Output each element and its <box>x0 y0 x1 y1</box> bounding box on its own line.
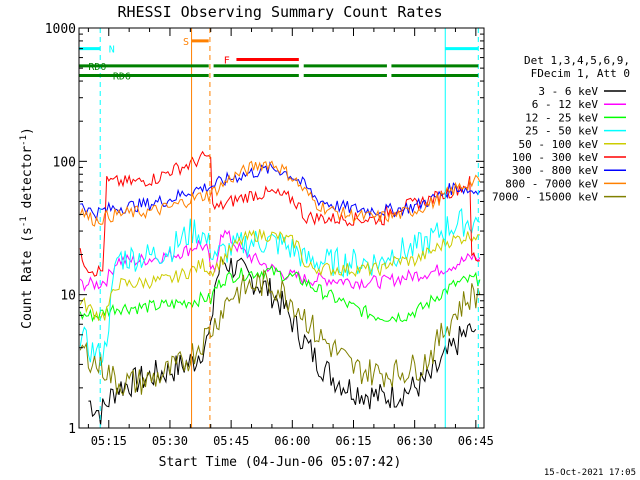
series-line-8 <box>79 269 481 396</box>
series-line-0 <box>88 256 477 426</box>
series-line-6 <box>80 161 481 221</box>
legend: Det 1,3,4,5,6,9,FDecim 1, Att 0 3 - 6 keV… <box>492 54 630 204</box>
y-label-sup2: -1 <box>19 135 29 146</box>
series-layer <box>79 150 481 426</box>
legend-label-3: 25 - 50 keV <box>525 125 598 138</box>
series-line-4 <box>79 229 480 322</box>
span-label-f: F <box>224 56 230 67</box>
y-tick-label-1: 10 <box>60 289 76 304</box>
x-tick-label-4: 06:15 <box>335 434 371 448</box>
legend-label-5: 100 - 300 keV <box>512 151 598 164</box>
span-label-n: N <box>109 45 115 56</box>
legend-label-4: 50 - 100 keV <box>519 138 599 151</box>
plot-frame <box>78 27 485 429</box>
footer-timestamp: 15-Oct-2021 17:05 <box>544 468 636 478</box>
span-label-rd6: RD6 <box>113 72 131 83</box>
y-tick-label-3: 1000 <box>45 22 76 37</box>
y-label-mid: detector <box>20 146 35 217</box>
legend-label-0: 3 - 6 keV <box>538 85 598 98</box>
y-label-end: ) <box>20 127 35 135</box>
legend-label-1: 6 - 12 keV <box>532 98 599 111</box>
x-tick-label-0: 05:15 <box>91 434 127 448</box>
y-label-main: Count Rate (s <box>20 227 35 329</box>
x-tick-label-3: 06:00 <box>274 434 310 448</box>
legend-label-8: 7000 - 15000 keV <box>492 191 598 204</box>
y-axis-label: Count Rate (s-1 detector-1) <box>19 127 35 329</box>
span-label-rd0: RD0 <box>88 62 106 73</box>
x-axis-label: Start Time (04-Jun-06 05:07:42) <box>159 455 402 470</box>
series-line-2 <box>79 264 481 323</box>
legend-label-6: 300 - 800 keV <box>512 164 598 177</box>
legend-label-7: 800 - 7000 keV <box>505 177 598 190</box>
y-tick-label-2: 100 <box>53 155 76 170</box>
axes-layer: 05:15 05:30 05:45 06:00 06:15 06:30 06:45 1 10 10… <box>45 22 494 448</box>
series-line-5 <box>79 150 481 277</box>
series-line-3 <box>79 207 481 366</box>
x-tick-label-5: 06:30 <box>397 434 433 448</box>
series-line-7 <box>79 160 481 227</box>
legend-header-1: FDecim 1, Att 0 <box>531 67 630 80</box>
y-label-sup1: -1 <box>19 216 29 227</box>
span-label-s: S <box>183 37 189 48</box>
chart-title: RHESSI Observing Summary Count Rates <box>117 3 442 21</box>
y-tick-label-0: 1 <box>68 422 76 437</box>
legend-header-0: Det 1,3,4,5,6,9, <box>524 54 630 67</box>
legend-label-2: 12 - 25 keV <box>525 111 598 124</box>
x-tick-label-1: 05:30 <box>152 434 188 448</box>
x-tick-label-6: 06:45 <box>458 434 494 448</box>
x-tick-label-2: 05:45 <box>213 434 249 448</box>
